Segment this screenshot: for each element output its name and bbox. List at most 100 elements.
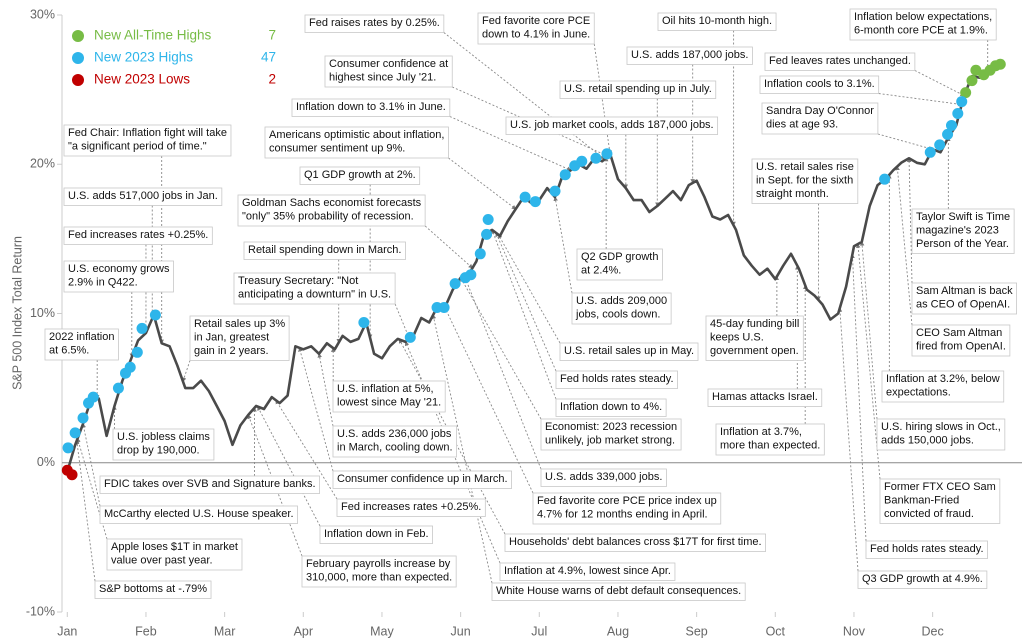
annotation-text: "only" 35% probability of recession. bbox=[242, 210, 414, 222]
annotation-text: U.S. adds 187,000 jobs. bbox=[631, 49, 748, 61]
annotation-text: magazine's 2023 bbox=[916, 224, 999, 236]
annotation-arrow bbox=[424, 225, 473, 269]
annotation-box bbox=[63, 187, 223, 206]
marker-dot bbox=[474, 248, 486, 260]
annotation-text: Sandra Day O'Connor bbox=[766, 105, 874, 117]
annotation-text: Goldman Sachs economist forecasts bbox=[242, 197, 422, 209]
annotation-text: as CEO of OpenAI. bbox=[916, 298, 1010, 310]
annotation: Households' debt balances cross $17T for… bbox=[504, 533, 766, 552]
x-tick-label: Mar bbox=[214, 624, 236, 638]
annotation: U.S. inflation at 5%,lowest since May '2… bbox=[332, 380, 446, 413]
annotation-arrow bbox=[906, 157, 913, 284]
annotation-text: Inflation at 3.7%, bbox=[720, 426, 802, 438]
annotation-text: at 6.5%. bbox=[49, 344, 89, 356]
annotation-text: Economist: 2023 recession bbox=[545, 421, 677, 433]
legend-swatch bbox=[72, 30, 84, 42]
marker-dot bbox=[879, 173, 891, 185]
annotation-box bbox=[319, 525, 433, 544]
annotation-text: Treasury Secretary: "Not bbox=[238, 275, 358, 287]
annotation-text: Sam Altman is back bbox=[916, 285, 1013, 297]
annotation-arrow bbox=[74, 439, 96, 582]
annotation-text: White House warns of debt default conseq… bbox=[496, 585, 741, 597]
annotation: U.S. adds 517,000 jobs in Jan. bbox=[63, 187, 223, 206]
annotation-text: in March, cooling down. bbox=[337, 441, 453, 453]
annotation: Inflation cools to 3.1%. bbox=[759, 75, 880, 94]
annotation-text: Apple loses $1T in market bbox=[111, 541, 238, 553]
annotation-arrow bbox=[431, 314, 493, 584]
annotation-box bbox=[63, 226, 213, 245]
annotation-box bbox=[865, 540, 988, 559]
annotation-text: U.S. jobless claims bbox=[117, 431, 210, 443]
marker-dot bbox=[482, 213, 494, 225]
annotation-arrow bbox=[182, 360, 191, 383]
annotation-box bbox=[332, 425, 457, 458]
annotation-text: Person of the Year. bbox=[916, 238, 1009, 250]
legend-label: New 2023 Highs bbox=[94, 50, 193, 65]
annotation-text: dies at age 93. bbox=[766, 118, 838, 130]
annotation-box bbox=[759, 75, 880, 94]
x-tick-label: Aug bbox=[607, 624, 629, 638]
annotation: Q3 GDP growth at 4.9%. bbox=[857, 570, 988, 589]
annotation-box bbox=[707, 388, 823, 407]
annotation-box bbox=[332, 380, 446, 413]
annotation-text: Bankman-Fried bbox=[884, 494, 959, 506]
legend-count: 2 bbox=[268, 72, 276, 87]
annotation-text: 4.7% for 12 months ending in April. bbox=[537, 508, 708, 520]
annotation-text: Q3 GDP growth at 4.9%. bbox=[862, 573, 983, 585]
annotation-text: U.S. retail sales rise bbox=[756, 161, 854, 173]
annotation-arrow bbox=[877, 133, 934, 151]
marker-dot bbox=[994, 58, 1006, 70]
annotation: Hamas attacks Israel. bbox=[707, 388, 823, 407]
annotation: Americans optimistic about inflation,con… bbox=[264, 126, 449, 159]
annotation-text: 2022 inflation bbox=[49, 331, 114, 343]
annotation: Inflation at 4.9%, lowest since Apr. bbox=[499, 562, 676, 581]
annotation-box bbox=[243, 241, 406, 260]
annotation-box bbox=[324, 55, 453, 88]
annotation-box bbox=[715, 423, 825, 456]
annotation: Inflation down in Feb. bbox=[319, 525, 433, 544]
annotation-box bbox=[555, 398, 667, 417]
legend: New All-Time Highs 7 New 2023 Highs 47 New 2… bbox=[72, 28, 276, 87]
legend-swatch bbox=[72, 52, 84, 64]
annotation-text: U.S. economy grows bbox=[68, 263, 170, 275]
annotation-box bbox=[505, 116, 719, 135]
annotation-text: U.S. adds 209,000 bbox=[576, 295, 667, 307]
annotation-arrow bbox=[495, 232, 557, 372]
legend-count: 47 bbox=[261, 50, 276, 65]
annotation-text: Inflation down in Feb. bbox=[324, 528, 429, 540]
annotation-text: Inflation below expectations, bbox=[854, 11, 992, 23]
marker-dot bbox=[358, 316, 370, 328]
annotation-box bbox=[63, 124, 232, 157]
annotation-box bbox=[911, 208, 1015, 254]
annotation-box bbox=[657, 12, 777, 31]
annotation: Fed favorite core PCE price index up4.7%… bbox=[532, 492, 722, 525]
annotation-arrow bbox=[298, 347, 334, 472]
marker-dot bbox=[960, 87, 972, 99]
line-layer bbox=[61, 58, 1006, 481]
annotation-box bbox=[559, 80, 717, 99]
annotation: U.S. adds 339,000 jobs. bbox=[540, 468, 667, 487]
marker-dot bbox=[136, 322, 148, 334]
annotation-text: highest since July '21. bbox=[329, 71, 436, 83]
annotation-text: Q2 GDP growth bbox=[581, 251, 658, 263]
annotation-box bbox=[571, 292, 672, 325]
annotation-text: Taylor Swift is Time bbox=[916, 211, 1010, 223]
annotation-box bbox=[764, 52, 916, 71]
marker-dot bbox=[77, 412, 89, 424]
marker-dot bbox=[449, 278, 461, 290]
annotation-arrow bbox=[497, 234, 561, 344]
annotation-text: Americans optimistic about inflation, bbox=[269, 129, 444, 141]
annotation-arrow bbox=[275, 399, 338, 500]
x-tick-label: Nov bbox=[843, 624, 866, 638]
annotation-text: down to 4.1% in June. bbox=[482, 28, 590, 40]
annotation-box bbox=[761, 102, 879, 135]
